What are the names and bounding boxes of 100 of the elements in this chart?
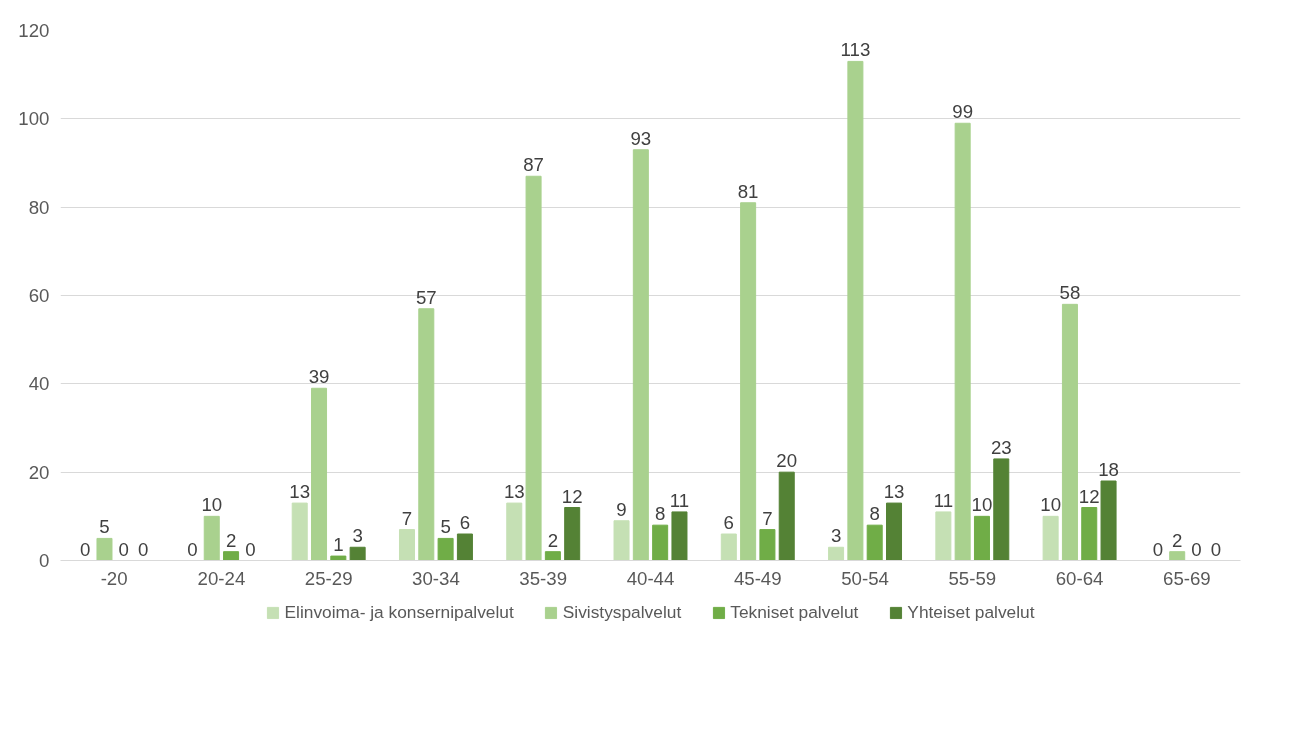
- bar: [993, 458, 1010, 561]
- data-label: 0: [187, 538, 198, 560]
- data-label: 13: [503, 481, 525, 503]
- data-label: 3: [352, 525, 363, 547]
- bar: [613, 520, 630, 561]
- data-label: 0: [79, 538, 91, 560]
- data-label: 93: [630, 127, 652, 149]
- bar: [778, 471, 795, 561]
- data-label: 6: [723, 512, 735, 533]
- y-tick-label: 80: [28, 196, 50, 218]
- legend-label: Elinvoima- ja konsernipalvelut: [284, 601, 514, 623]
- x-tick-label: 30-34: [412, 567, 460, 589]
- bar: [1061, 303, 1078, 561]
- x-tick-label: 55-59: [948, 567, 997, 589]
- data-label: 11: [669, 489, 690, 511]
- data-label: 12: [1078, 485, 1100, 507]
- bar: [1081, 507, 1098, 561]
- data-label: 0: [1152, 538, 1164, 560]
- bar: [886, 502, 903, 561]
- bar: [973, 515, 990, 561]
- bar: [759, 529, 776, 561]
- bar: [437, 537, 454, 561]
- data-label: 1: [333, 534, 344, 556]
- data-label: 7: [401, 507, 413, 529]
- x-tick-label: -20: [100, 567, 128, 589]
- data-label: 11: [933, 489, 954, 511]
- bar: [418, 308, 435, 561]
- data-label: 10: [201, 494, 223, 516]
- x-tick-label: 60-64: [1055, 567, 1104, 589]
- data-label: 8: [654, 503, 666, 525]
- data-label: 6: [459, 512, 471, 533]
- bar: [398, 529, 415, 561]
- legend-label: Tekniset palvelut: [730, 601, 859, 623]
- bar: [954, 122, 971, 561]
- data-label: 23: [990, 436, 1012, 458]
- bar: [632, 149, 649, 561]
- bar: [456, 533, 473, 561]
- x-tick-label: 40-44: [626, 567, 675, 589]
- data-label: 113: [840, 39, 871, 61]
- y-tick-label: 0: [39, 550, 50, 571]
- bar: [720, 533, 737, 561]
- data-label: 9: [616, 498, 627, 520]
- data-label: 0: [137, 538, 149, 560]
- data-label: 81: [737, 180, 759, 202]
- data-label: 0: [1210, 538, 1222, 560]
- data-label: 0: [118, 538, 129, 560]
- bar: [291, 502, 308, 561]
- y-tick-label: 120: [18, 20, 50, 41]
- bar: [1169, 551, 1186, 561]
- bar: [671, 511, 688, 561]
- data-label: 3: [830, 525, 842, 547]
- y-tick-label: 40: [28, 373, 50, 395]
- bar: [203, 515, 220, 561]
- bar: [506, 502, 523, 561]
- data-label: 5: [440, 516, 451, 538]
- y-tick-label: 20: [28, 461, 50, 483]
- data-label: 0: [245, 538, 256, 560]
- x-tick-label: 25-29: [304, 567, 353, 589]
- data-label: 99: [952, 101, 974, 123]
- data-label: 58: [1059, 282, 1081, 304]
- bar: [311, 387, 328, 561]
- data-label: 2: [547, 529, 559, 551]
- data-label: 7: [762, 507, 773, 529]
- data-label: 8: [869, 503, 880, 525]
- bar: [1100, 480, 1117, 561]
- data-label: 10: [1040, 494, 1062, 516]
- bar: [544, 551, 561, 561]
- bar: [652, 524, 669, 561]
- x-tick-label: 50-54: [841, 567, 889, 589]
- bar: [96, 537, 113, 561]
- data-label: 13: [289, 481, 311, 503]
- x-tick-label: 45-49: [733, 567, 782, 589]
- bar: [330, 555, 347, 561]
- data-label: 10: [971, 494, 993, 516]
- bar: [847, 60, 864, 561]
- legend-label: Yhteiset palvelut: [907, 601, 1035, 623]
- bar: [1042, 515, 1059, 561]
- bar: [866, 524, 883, 561]
- y-tick-label: 100: [18, 108, 50, 130]
- x-tick-label: 65-69: [1163, 567, 1211, 589]
- data-label: 18: [1098, 459, 1119, 480]
- data-label: 5: [99, 516, 110, 538]
- bar: [525, 175, 542, 561]
- data-label: 0: [1191, 538, 1202, 560]
- data-label: 20: [776, 450, 798, 472]
- bar: [740, 202, 757, 561]
- x-tick-label: 20-24: [197, 567, 246, 589]
- legend-label: Sivistyspalvelut: [562, 601, 682, 623]
- data-label: 2: [225, 529, 237, 551]
- data-label: 57: [415, 286, 437, 308]
- bar: [828, 546, 845, 561]
- data-label: 87: [523, 154, 544, 176]
- data-label: 13: [883, 481, 905, 503]
- bar: [935, 511, 952, 561]
- bar: [564, 507, 581, 561]
- bar: [223, 551, 240, 561]
- data-label: 39: [308, 366, 330, 388]
- bar: [349, 546, 366, 561]
- x-tick-label: 35-39: [519, 567, 568, 589]
- data-label: 12: [561, 485, 583, 507]
